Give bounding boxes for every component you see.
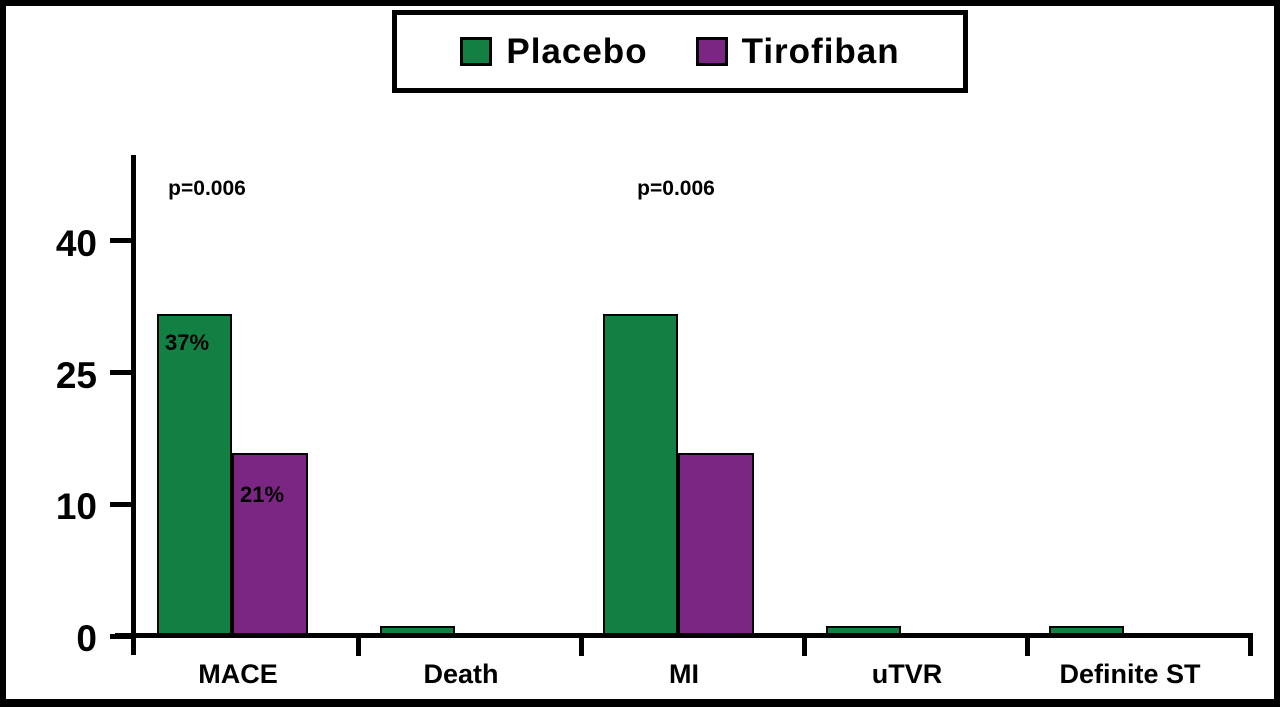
category-label: Death [423, 659, 499, 689]
legend-item-placebo: Placebo [460, 34, 647, 69]
y-tick-label: 25 [55, 354, 97, 396]
bar-value-label: 37% [165, 330, 210, 355]
bar-placebo-mi [603, 314, 678, 635]
bar-placebo-mace [157, 314, 232, 635]
y-tick [110, 238, 133, 244]
bar-placebo-utvr [826, 626, 901, 635]
x-tick [801, 635, 807, 656]
legend-label: Tirofiban [741, 32, 900, 71]
y-tick [110, 370, 133, 376]
legend-label: Placebo [506, 32, 648, 71]
bar-value-label: 21% [240, 482, 285, 507]
y-tick-label: 0 [76, 618, 97, 659]
y-axis-line [131, 155, 136, 655]
category-label: MACE [198, 659, 278, 689]
p-value-annotation: p=0.006 [168, 177, 246, 200]
legend-item-tirofiban: Tirofiban [695, 32, 900, 71]
p-value-annotation: p=0.006 [637, 177, 715, 200]
category-label: Definite ST [1059, 659, 1201, 689]
bar-placebo-definite-st [1049, 626, 1124, 635]
y-tick [110, 633, 133, 639]
x-tick [578, 635, 584, 656]
legend-box: Placebo Tirofiban [392, 10, 968, 93]
x-tick [1247, 635, 1253, 656]
y-tick-label: 40 [55, 222, 97, 264]
y-tick [110, 501, 133, 507]
x-tick [355, 635, 361, 656]
x-tick [1024, 635, 1030, 656]
category-label: uTVR [871, 659, 943, 689]
category-label: MI [669, 659, 699, 689]
bar-tirofiban-mi [678, 453, 754, 635]
bar-placebo-death [380, 626, 455, 635]
x-axis-line [115, 633, 1253, 638]
bar-tirofiban-mace [232, 453, 308, 635]
y-tick-label: 10 [55, 486, 97, 528]
legend-swatch-tirofiban [695, 37, 728, 66]
legend-swatch-placebo [460, 37, 493, 66]
